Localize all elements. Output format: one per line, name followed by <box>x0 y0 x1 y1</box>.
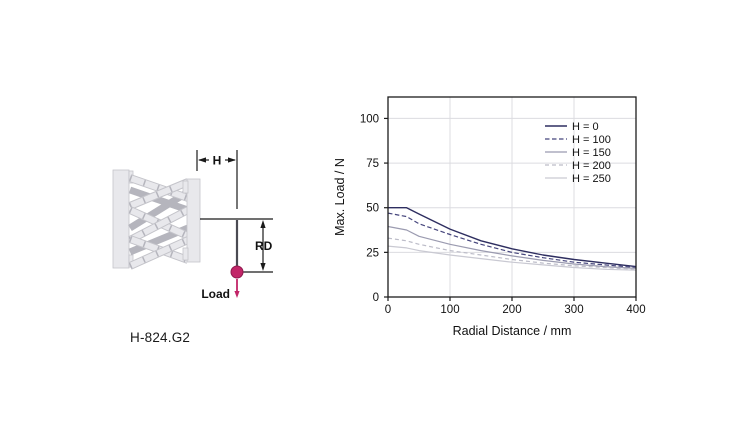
model-label: H-824.G2 <box>130 330 191 345</box>
x-axis-label: Radial Distance / mm <box>453 324 572 338</box>
hexapod-platform <box>182 178 201 263</box>
legend-label: H = 100 <box>572 134 611 146</box>
load-arrow-icon <box>234 279 240 298</box>
x-tick-label: 400 <box>626 304 645 316</box>
y-tick-label: 50 <box>366 203 379 215</box>
x-tick-label: 300 <box>564 304 583 316</box>
hexapod-struts <box>128 174 190 270</box>
chart-series-3 <box>387 237 637 270</box>
load-point <box>230 265 244 279</box>
legend-label: H = 250 <box>572 173 611 185</box>
hexapod-strut <box>128 237 190 269</box>
y-tick-label: 75 <box>366 158 379 170</box>
x-tick-label: 100 <box>440 304 459 316</box>
x-tick-label: 200 <box>502 304 521 316</box>
hexapod-strut <box>129 175 189 201</box>
legend-label: H = 150 <box>572 147 611 159</box>
dim-h: H <box>196 150 238 209</box>
dim-rd-label: RD <box>255 239 273 253</box>
load-label: Load <box>201 287 230 301</box>
dim-reference-lines <box>200 218 273 273</box>
hexapod-strut <box>128 207 190 243</box>
legend-label: H = 200 <box>572 160 611 172</box>
hexapod-diagram: H RD Load <box>112 150 273 301</box>
hexapod-base-plate <box>112 169 134 269</box>
load-chart: 0 100 200 300 400 0 25 50 75 100 Radial Distance /… <box>333 96 646 338</box>
chart-series-1 <box>387 212 637 269</box>
chart-series-2 <box>387 225 637 269</box>
y-axis-label: Max. Load / N <box>333 158 347 236</box>
y-tick-label: 25 <box>366 247 379 259</box>
legend-label: H = 0 <box>572 121 599 133</box>
x-tick-label: 0 <box>385 304 391 316</box>
chart-series-4 <box>387 245 637 271</box>
dim-rd: RD <box>255 220 273 271</box>
hexapod-strut <box>128 179 190 209</box>
y-tick-label: 0 <box>373 292 379 304</box>
chart-series-0 <box>388 206 637 268</box>
hexapod-strut-shaded <box>128 186 190 214</box>
dim-h-label: H <box>213 154 222 168</box>
y-tick-label: 100 <box>360 113 379 125</box>
